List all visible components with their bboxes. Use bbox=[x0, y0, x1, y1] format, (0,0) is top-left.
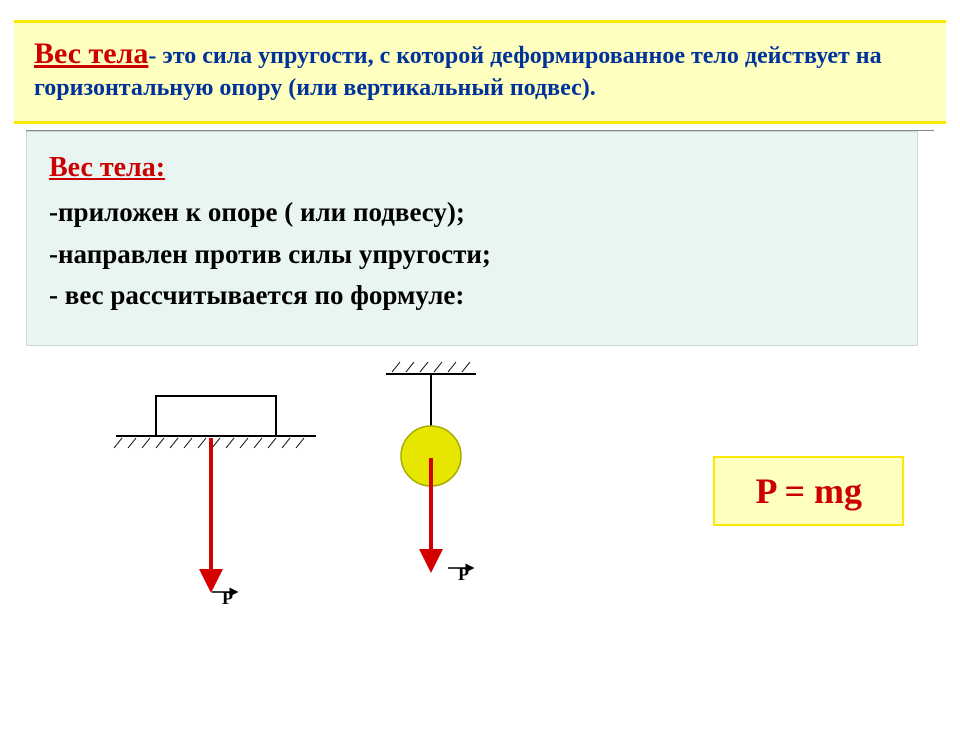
formula-text: P = mg bbox=[755, 471, 862, 511]
property-line-2: -направлен против силы упругости; bbox=[49, 234, 895, 276]
definition-box: Вес тела- это сила упругости, с которой … bbox=[14, 20, 946, 124]
property-line-3: - вес рассчитывается по формуле: bbox=[49, 275, 895, 317]
diagram-svg: PP bbox=[96, 346, 516, 630]
svg-text:P: P bbox=[458, 564, 469, 584]
svg-text:P: P bbox=[222, 588, 233, 608]
force-diagrams: PP bbox=[96, 346, 516, 630]
definition-dash: - bbox=[148, 43, 162, 69]
property-line-1: -приложен к опоре ( или подвесу); bbox=[49, 192, 895, 234]
properties-box: Вес тела: -приложен к опоре ( или подвес… bbox=[26, 131, 918, 347]
formula-box: P = mg bbox=[713, 456, 904, 526]
definition-body: это сила упругости, с которой деформиров… bbox=[34, 43, 882, 101]
definition-term: Вес тела bbox=[34, 37, 148, 70]
properties-title: Вес тела: bbox=[49, 152, 895, 184]
lower-region: PP P = mg bbox=[26, 346, 934, 636]
